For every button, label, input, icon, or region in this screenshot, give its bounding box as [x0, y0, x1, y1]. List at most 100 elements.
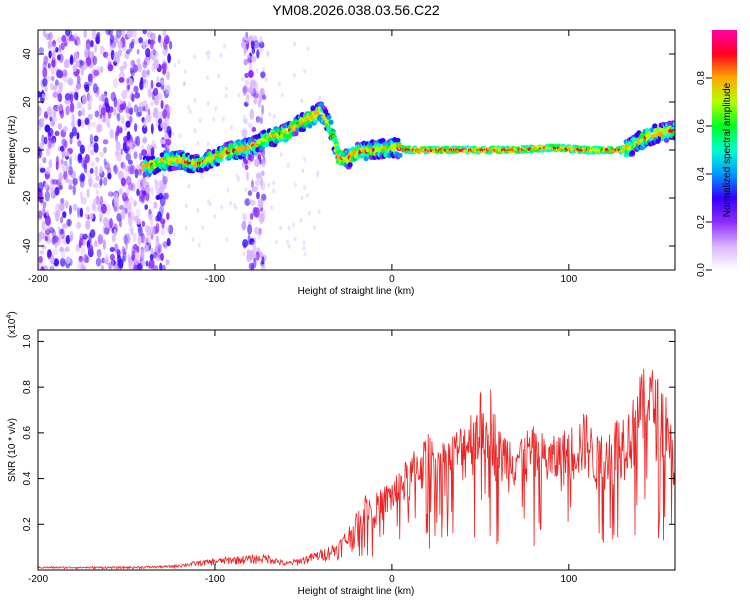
heatmap-cell	[39, 249, 45, 255]
heatmap-cell	[125, 120, 131, 128]
heatmap-cell	[251, 241, 255, 247]
heatmap-cell	[89, 95, 93, 103]
heatmap-cell	[48, 158, 53, 169]
heatmap-cell	[95, 175, 100, 182]
heatmap-cell	[47, 62, 51, 69]
heatmap-cell	[221, 116, 225, 122]
heatmap-cell	[64, 92, 71, 101]
heatmap-cell	[156, 211, 162, 222]
figure-title: YM08.2026.038.03.56.C22	[272, 2, 440, 18]
heatmap-cell	[113, 228, 117, 237]
heatmap-cell	[214, 105, 218, 111]
heatmap-cell	[99, 212, 103, 220]
heatmap-cell	[128, 206, 133, 214]
heatmap-cell	[237, 92, 241, 98]
heatmap-cell	[249, 34, 256, 42]
heatmap-cell	[165, 36, 170, 45]
heatmap-cell	[61, 69, 68, 77]
heatmap-cell	[206, 75, 210, 81]
heatmap-cell	[242, 59, 246, 65]
heatmap-cell	[131, 30, 137, 39]
heatmap-cell	[280, 92, 284, 98]
heatmap-cell	[187, 104, 191, 110]
heatmap-cell	[45, 225, 51, 232]
heatmap-cell	[246, 93, 250, 99]
heatmap-cell	[65, 177, 70, 184]
heatmap-cell	[129, 141, 133, 149]
heatmap-cell	[42, 157, 47, 164]
heatmap-cell	[188, 109, 192, 115]
heatmap-cell	[133, 123, 138, 132]
heatmap-cell	[44, 190, 51, 202]
heatmap-cell	[155, 241, 159, 251]
heatmap-cell	[75, 221, 81, 230]
heatmap-cell	[71, 113, 75, 125]
heatmap-cell	[255, 251, 260, 261]
heatmap-cell	[193, 98, 197, 104]
heatmap-cell	[78, 241, 82, 249]
heatmap-cell	[127, 84, 131, 90]
heatmap-cell	[100, 264, 105, 270]
heatmap-cell	[76, 265, 83, 270]
heatmap-cell	[66, 219, 73, 227]
heatmap-cell	[120, 148, 124, 156]
heatmap-cell	[162, 175, 168, 185]
heatmap-cell	[49, 116, 53, 122]
heatmap-cell	[257, 47, 264, 53]
heatmap-cell	[68, 184, 73, 190]
heatmap-cell	[38, 210, 43, 219]
heatmap-cell	[134, 168, 139, 179]
heatmap-cell	[52, 84, 58, 91]
heatmap-cell	[253, 97, 257, 103]
heatmap-cell	[112, 77, 118, 89]
heatmap-cell	[104, 96, 109, 107]
heatmap-cell	[99, 178, 103, 186]
heatmap-cell	[89, 229, 96, 239]
heatmap-cell	[50, 253, 55, 265]
spectrogram-heatmap	[38, 30, 675, 270]
heatmap-cell	[255, 253, 259, 259]
heatmap-cell	[128, 115, 133, 124]
heatmap-cell	[62, 165, 66, 173]
heatmap-cell	[77, 207, 81, 218]
heatmap-cell	[138, 101, 144, 108]
heatmap-cell	[105, 104, 111, 113]
heatmap-cell	[43, 265, 49, 270]
heatmap-cell	[129, 166, 135, 175]
heatmap-cell	[52, 235, 59, 243]
heatmap-cell	[206, 141, 210, 147]
heatmap-cell	[152, 111, 157, 118]
heatmap-cell	[55, 155, 60, 167]
heatmap-cell	[63, 60, 70, 69]
heatmap-cell	[60, 249, 66, 261]
heatmap-cell	[166, 238, 171, 247]
heatmap-cell	[95, 156, 100, 163]
heatmap-cell	[83, 48, 89, 59]
heatmap-cell	[60, 158, 64, 165]
heatmap-cell	[193, 128, 197, 134]
heatmap-cell	[254, 207, 260, 218]
heatmap-cell	[252, 244, 257, 253]
heatmap-cell	[110, 49, 115, 61]
heatmap-cell	[460, 145, 465, 149]
heatmap-cell	[77, 140, 82, 147]
heatmap-cell	[90, 149, 95, 156]
heatmap-cell	[97, 111, 101, 123]
heatmap-cell	[89, 167, 94, 174]
heatmap-cell	[39, 140, 44, 151]
heatmap-cell	[109, 91, 115, 101]
heatmap-cell	[326, 114, 332, 120]
heatmap-cell	[247, 88, 251, 94]
heatmap-cell	[122, 248, 127, 255]
heatmap-cell	[129, 164, 136, 175]
heatmap-cell	[226, 187, 230, 193]
x-tick-label: 100	[560, 574, 577, 585]
heatmap-cell	[42, 206, 46, 217]
heatmap-cell	[131, 250, 136, 260]
heatmap-cell	[395, 137, 401, 143]
heatmap-cell	[646, 132, 653, 139]
x-tick-label: -100	[205, 574, 225, 585]
heatmap-cell	[257, 198, 264, 209]
